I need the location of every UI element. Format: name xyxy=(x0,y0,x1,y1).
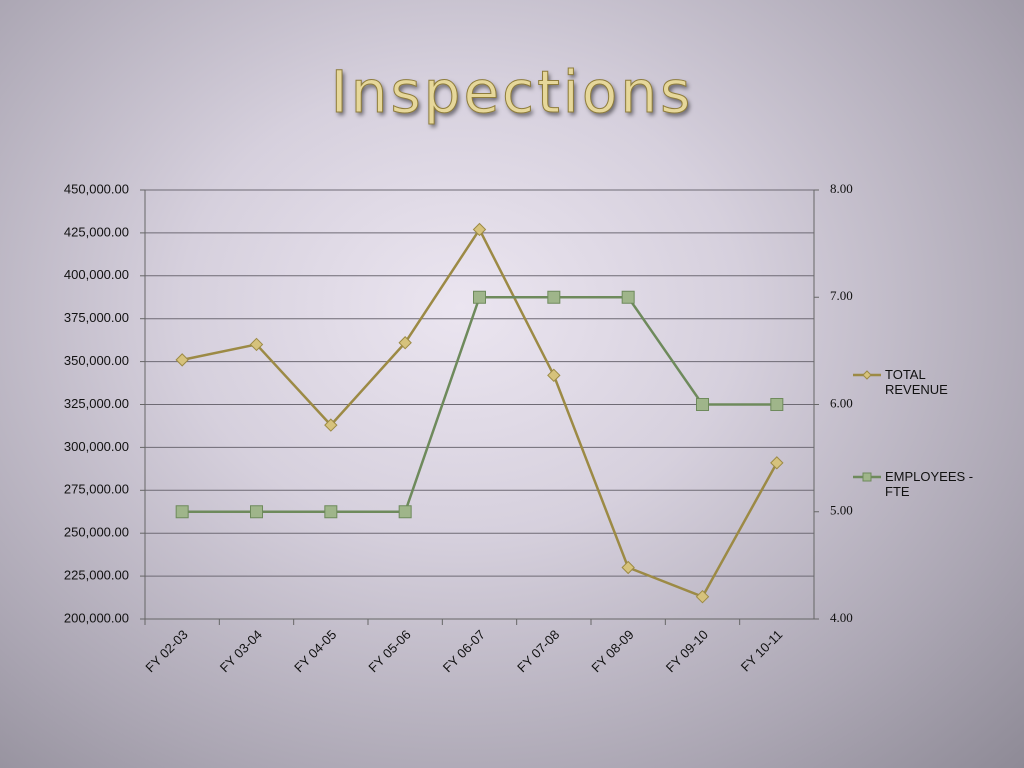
series-line xyxy=(181,226,778,599)
x-tick-label: FY 08-09 xyxy=(588,627,636,675)
y-tick-label: 450,000.00 xyxy=(64,181,129,196)
x-tick-label: FY 05-06 xyxy=(365,627,413,675)
data-point xyxy=(324,418,338,432)
y-tick-label: 325,000.00 xyxy=(64,396,129,411)
chart-title: Inspections xyxy=(330,58,694,127)
data-point xyxy=(472,222,487,237)
y-tick-label: 250,000.00 xyxy=(64,525,129,540)
data-point xyxy=(770,398,784,411)
x-tick-label: FY 02-03 xyxy=(142,627,190,675)
data-point xyxy=(398,505,412,519)
y2-tick-label: 7.00 xyxy=(830,288,853,303)
y-tick-label: 225,000.00 xyxy=(64,568,129,583)
x-tick-label: FY 03-04 xyxy=(217,627,265,675)
data-point xyxy=(249,337,264,352)
y2-tick-label: 4.00 xyxy=(830,610,853,625)
legend-label: TOTAL REVENUE xyxy=(885,367,948,397)
data-point xyxy=(250,505,263,519)
y2-tick-label: 5.00 xyxy=(830,503,853,518)
y-tick-label: 350,000.00 xyxy=(64,353,129,368)
legend-marker xyxy=(862,472,872,482)
x-tick-label: FY 09-10 xyxy=(663,627,711,675)
data-point xyxy=(473,290,486,304)
data-point xyxy=(175,353,189,367)
y-tick-label: 275,000.00 xyxy=(64,482,129,497)
data-point xyxy=(175,505,189,519)
y2-tick-label: 6.00 xyxy=(830,395,853,410)
x-tick-label: FY 07-08 xyxy=(514,627,562,675)
x-tick-label: FY 04-05 xyxy=(291,627,339,675)
y-tick-label: 300,000.00 xyxy=(64,439,129,454)
data-point xyxy=(621,560,635,575)
data-point xyxy=(621,290,635,304)
y-tick-label: 400,000.00 xyxy=(64,267,129,282)
legend-label: EMPLOYEES -FTE xyxy=(885,469,974,499)
data-point xyxy=(770,456,784,470)
y2-tick-label: 8.00 xyxy=(830,181,853,196)
data-point xyxy=(547,290,561,304)
x-tick-label: FY 10-11 xyxy=(738,627,786,675)
y-tick-label: 200,000.00 xyxy=(64,610,129,625)
data-point xyxy=(398,336,412,350)
data-point xyxy=(547,368,561,383)
legend-marker xyxy=(862,370,872,380)
y-tick-label: 375,000.00 xyxy=(64,310,129,325)
data-point xyxy=(324,505,338,519)
data-point xyxy=(695,589,710,604)
x-tick-label: FY 06-07 xyxy=(440,627,488,675)
data-point xyxy=(696,398,709,411)
y-tick-label: 425,000.00 xyxy=(64,224,129,239)
